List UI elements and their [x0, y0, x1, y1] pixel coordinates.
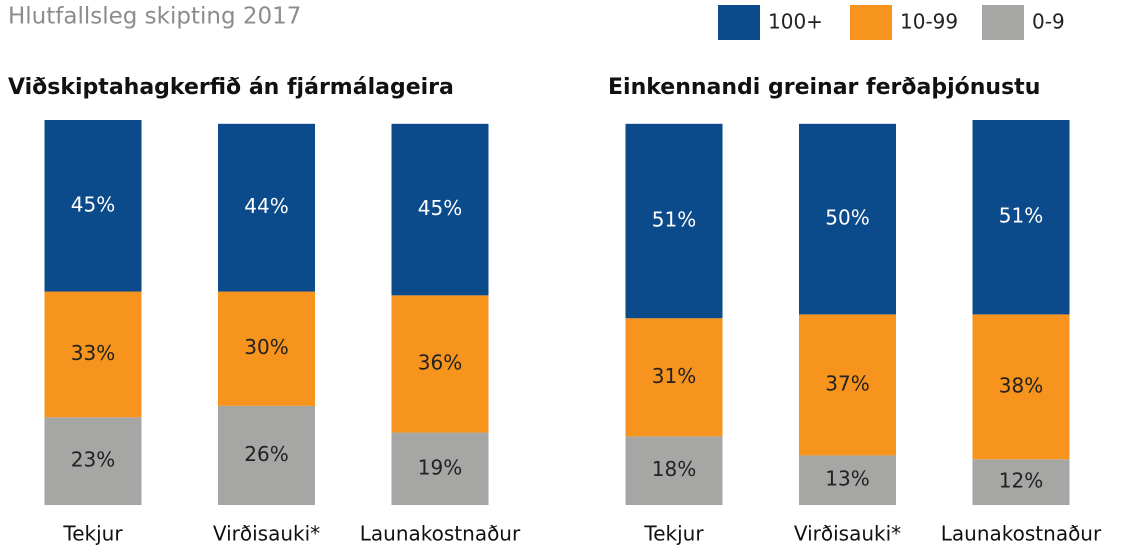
bar-segment [44, 291, 142, 418]
value-label: 19% [418, 455, 462, 479]
value-label: 45% [418, 196, 462, 220]
value-label: 38% [999, 373, 1043, 397]
bar-segment [799, 123, 896, 315]
legend-label: 10-99 [900, 10, 958, 34]
bar-segment [218, 405, 315, 505]
bar-segment [625, 436, 723, 505]
bar-segment [972, 120, 1070, 315]
x-tick-label: Virðisauki* [213, 522, 320, 546]
value-label: 13% [825, 467, 869, 491]
bar-segment [972, 314, 1070, 460]
page-title: Hlutfallsleg skipting 2017 [8, 4, 301, 30]
value-label: 37% [825, 371, 869, 395]
chart-title: Einkennandi greinar ferðaþjónustu [608, 75, 1040, 100]
legend-swatch [718, 5, 760, 40]
legend-label: 0-9 [1032, 10, 1065, 34]
bar-segment [218, 123, 315, 292]
bar-segment [625, 318, 723, 437]
legend-swatch [982, 5, 1024, 40]
bar-segment [625, 123, 723, 319]
x-tick-label: Launakostnaður [941, 522, 1102, 546]
value-label: 12% [999, 469, 1043, 493]
x-tick-label: Virðisauki* [794, 522, 901, 546]
value-label: 50% [825, 206, 869, 230]
bar-segment [799, 314, 896, 456]
bar-segment [218, 291, 315, 406]
chart-title: Viðskiptahagkerfið án fjármálageira [8, 75, 454, 100]
legend-label: 100+ [768, 10, 823, 34]
bar-segment [799, 455, 896, 505]
value-label: 45% [71, 192, 115, 216]
value-label: 51% [652, 208, 696, 232]
value-label: 36% [418, 350, 462, 374]
bar-segment [44, 417, 142, 505]
bar-segment [972, 459, 1070, 505]
bar-segment [391, 295, 489, 433]
value-label: 51% [999, 204, 1043, 228]
bar-segment [391, 123, 489, 296]
bar-segment [391, 432, 489, 505]
value-label: 23% [71, 448, 115, 472]
value-label: 44% [244, 194, 288, 218]
value-label: 33% [71, 341, 115, 365]
x-tick-label: Tekjur [62, 522, 123, 546]
value-label: 26% [244, 442, 288, 466]
value-label: 18% [652, 457, 696, 481]
x-tick-label: Tekjur [643, 522, 704, 546]
value-label: 31% [652, 364, 696, 388]
value-label: 30% [244, 335, 288, 359]
x-tick-label: Launakostnaður [360, 522, 521, 546]
bar-segment [44, 120, 142, 292]
legend-swatch [850, 5, 892, 40]
